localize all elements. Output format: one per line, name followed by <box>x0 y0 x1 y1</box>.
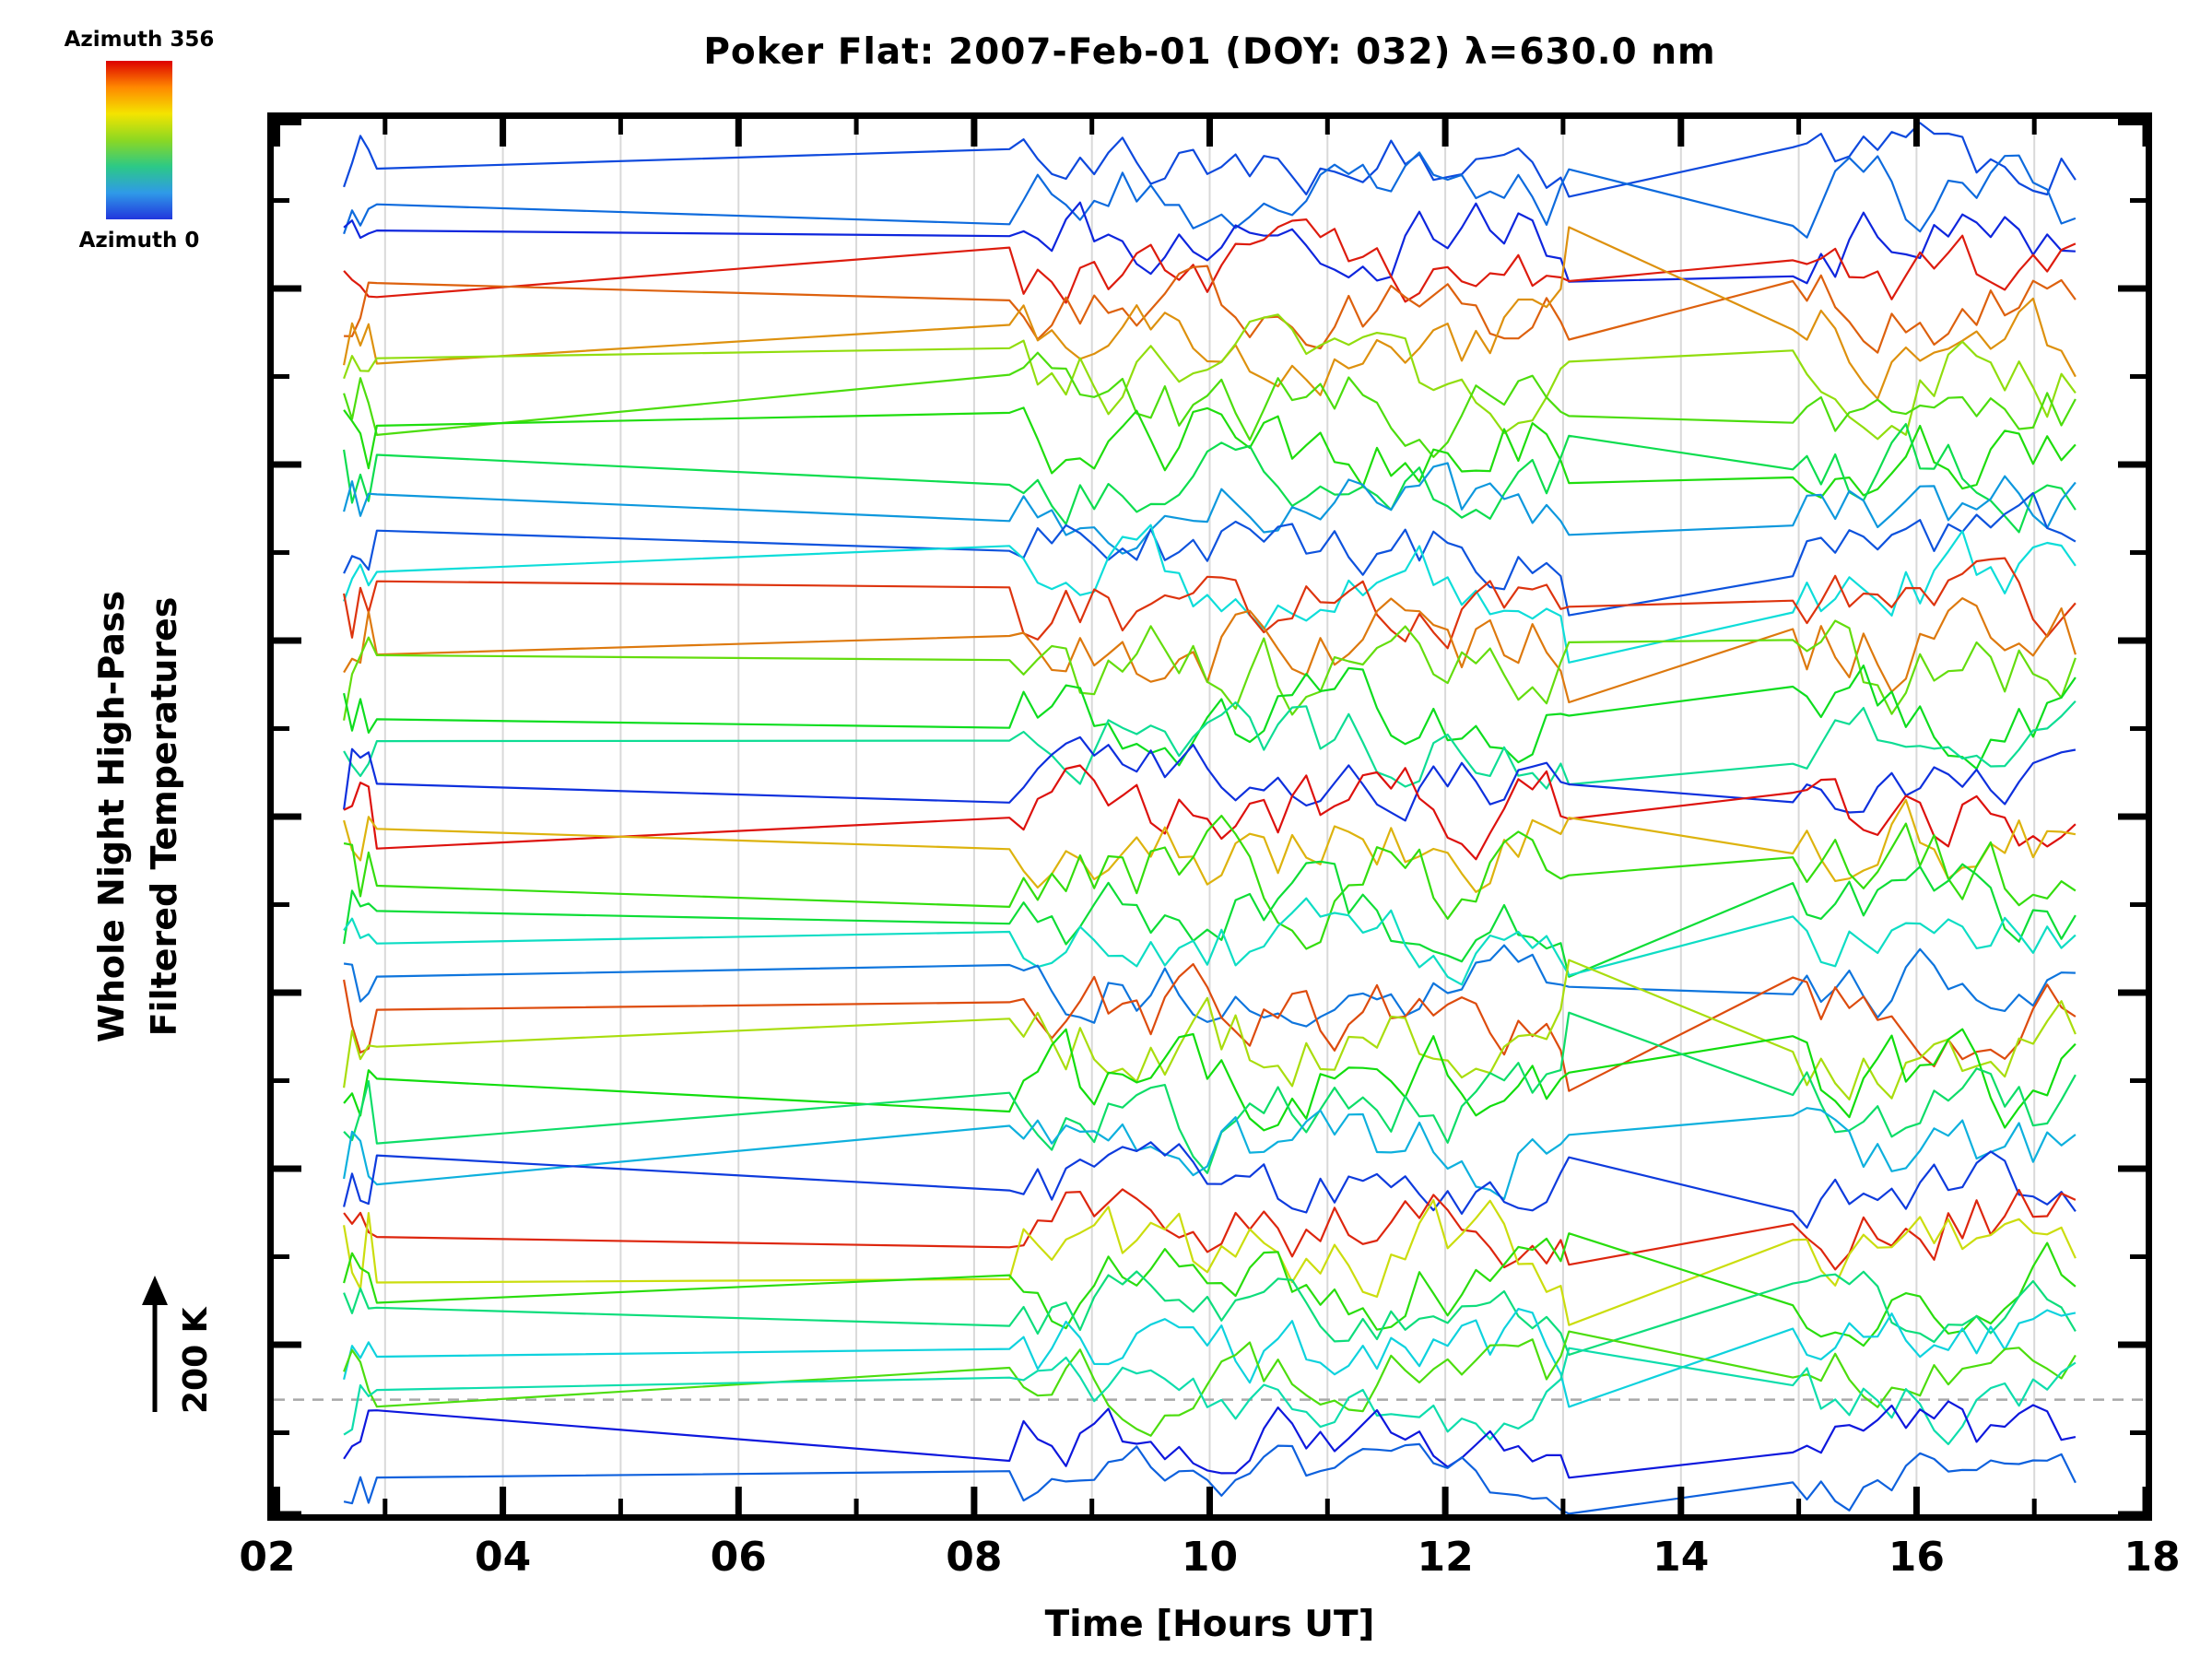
series-line-az320 <box>344 265 2077 354</box>
series-line-az355 <box>343 764 2077 861</box>
series-line-az185 <box>343 406 2077 499</box>
series-line-az100 <box>343 897 2077 986</box>
series-line-az285 <box>343 798 2077 893</box>
x-tick-label: 02 <box>239 1534 296 1581</box>
x-tick-label: 10 <box>1181 1534 1239 1581</box>
series-line-az235 <box>343 313 2077 441</box>
series-line-az150 <box>343 423 2077 534</box>
colorbar-gradient-icon <box>106 61 172 219</box>
series-line-az190 <box>343 1232 2077 1347</box>
series-line-az120 <box>343 700 2077 790</box>
plot-area <box>267 112 2152 1521</box>
y-axis-label-line1: Whole Night High-Pass <box>91 590 132 1043</box>
series-line-az260 <box>343 1198 2077 1326</box>
series-line-az300 <box>343 226 2077 400</box>
x-axis-label: Time [Hours UT] <box>1044 1604 1375 1645</box>
series-line-az35 <box>343 1442 2077 1515</box>
series-line-az170 <box>343 664 2077 771</box>
series-line-az245 <box>343 959 2077 1101</box>
y-axis-label: Whole Night High-Pass Filtered Temperatu… <box>86 591 191 1042</box>
series-line-az350 <box>343 218 2077 304</box>
x-tick-label: 16 <box>1888 1534 1946 1581</box>
x-tick-label: 12 <box>1417 1534 1474 1581</box>
chart-canvas <box>267 112 2152 1521</box>
series-line-az215 <box>343 619 2077 721</box>
series-line-az40 <box>343 151 2077 239</box>
series-line-az5 <box>343 1400 2077 1479</box>
series-line-az85 <box>343 1307 2077 1408</box>
y-axis-label-line2: Filtered Temperatures <box>144 596 184 1037</box>
scale-marker-label: 200 K <box>177 1306 215 1414</box>
colorbar: Azimuth 356 Azimuth 0 <box>42 28 236 253</box>
x-tick-label: 14 <box>1653 1534 1710 1581</box>
series-line-az205 <box>343 351 2077 458</box>
series-line-az330 <box>343 962 2077 1092</box>
scale-marker: 200 K <box>135 1274 264 1421</box>
x-tick-label: 08 <box>946 1534 1003 1581</box>
x-tick-label: 18 <box>2124 1534 2181 1581</box>
x-tick-label: 04 <box>474 1534 532 1581</box>
series-line-az205 <box>343 1330 2077 1437</box>
series-line-az30 <box>343 491 2077 617</box>
series-line-az25 <box>343 122 2077 198</box>
series-line-az345 <box>343 1188 2077 1271</box>
x-tick-label: 06 <box>710 1534 767 1581</box>
colorbar-min-label: Azimuth 0 <box>78 229 200 253</box>
series-line-az20 <box>343 1141 2077 1230</box>
series-line-az310 <box>343 596 2077 704</box>
series-line-az60 <box>343 462 2077 555</box>
series-line-az130 <box>343 1270 2077 1357</box>
series-line-az70 <box>343 1107 2077 1201</box>
arrow-up-icon <box>142 1276 168 1412</box>
series-line-az10 <box>343 201 2076 285</box>
series-line-az15 <box>343 735 2077 822</box>
series-line-az340 <box>343 557 2077 650</box>
chart-title: Poker Flat: 2007-Feb-01 (DOY: 032) λ=630… <box>703 31 1716 73</box>
x-tick-labels: 02 04 06 08 10 12 14 16 18 <box>239 1534 2180 1589</box>
series-line-az140 <box>343 1011 2077 1174</box>
series-line-az110 <box>343 1347 2077 1446</box>
colorbar-max-label: Azimuth 356 <box>64 28 215 52</box>
